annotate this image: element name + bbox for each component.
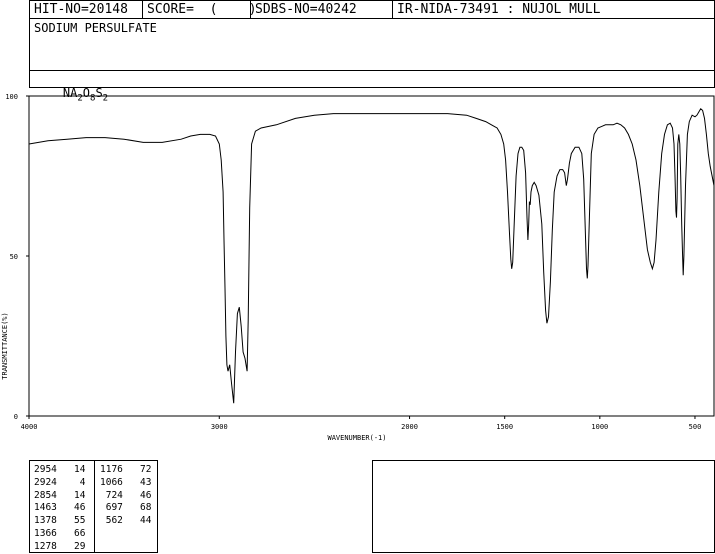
x-tick-label: 3000 bbox=[211, 423, 228, 431]
peak-transmittance: 29 bbox=[56, 540, 86, 552]
peak-row: 1278 29 bbox=[34, 541, 86, 554]
ir-code: IR-NIDA-73491 : NUJOL MULL bbox=[392, 1, 715, 18]
peak-row: 1176 72 bbox=[100, 464, 152, 477]
peak-column-1: 2954 14 2924 4 2854 14 1463 46 1378 55 1366 6… bbox=[34, 464, 86, 554]
peak-transmittance: 46 bbox=[122, 489, 152, 501]
peak-row: 2954 14 bbox=[34, 464, 86, 477]
formula-element-3: S bbox=[95, 86, 103, 100]
peak-row: 1378 55 bbox=[34, 515, 86, 528]
x-tick-label: 2000 bbox=[401, 423, 418, 431]
peak-transmittance: 55 bbox=[56, 515, 86, 527]
x-tick-label: 1500 bbox=[496, 423, 513, 431]
peak-wavenumber: 1278 bbox=[34, 540, 57, 552]
sdbs-number: SDBS-NO=40242 bbox=[250, 1, 392, 18]
x-tick-label: 1000 bbox=[591, 423, 608, 431]
peak-wavenumber: 1176 bbox=[100, 464, 123, 475]
x-axis-ticks: 4000 3000 2000 1500 1000 500 bbox=[21, 416, 702, 431]
y-tick-label: 50 bbox=[10, 253, 18, 261]
peak-transmittance: 68 bbox=[122, 502, 152, 514]
formula-count-3: 2 bbox=[102, 93, 109, 104]
peak-table-divider bbox=[94, 461, 95, 552]
peak-transmittance: 43 bbox=[122, 476, 152, 488]
peak-wavenumber: 697 bbox=[100, 502, 123, 514]
score: SCORE= ( ) bbox=[142, 1, 257, 18]
y-tick-label: 0 bbox=[14, 413, 18, 421]
peak-wavenumber: 2854 bbox=[34, 489, 57, 501]
header-divider bbox=[30, 18, 714, 19]
x-tick-label: 4000 bbox=[21, 423, 38, 431]
peak-wavenumber: 562 bbox=[100, 515, 123, 527]
peak-row: 1066 43 bbox=[100, 477, 152, 490]
formula-element-2: O bbox=[82, 86, 91, 100]
peak-transmittance: 4 bbox=[56, 476, 86, 488]
formula-divider bbox=[30, 70, 714, 71]
peak-transmittance: 72 bbox=[122, 464, 152, 475]
peak-row: 697 68 bbox=[100, 502, 152, 515]
formula-count-2: 8 bbox=[90, 93, 96, 104]
hit-number: HIT-NO=20148 bbox=[34, 2, 128, 17]
structure-box bbox=[372, 460, 715, 553]
peak-column-2: 1176 72 1066 43 724 46 697 68 562 44 bbox=[100, 464, 152, 528]
peak-transmittance: 14 bbox=[56, 489, 86, 501]
peak-row: 1463 46 bbox=[34, 502, 86, 515]
peak-row: 724 46 bbox=[100, 490, 152, 503]
peak-row: 1366 66 bbox=[34, 528, 86, 541]
peak-wavenumber: 1378 bbox=[34, 515, 57, 527]
peak-transmittance: 14 bbox=[56, 464, 86, 475]
peak-transmittance: 46 bbox=[56, 502, 86, 514]
y-axis-label: TRANSMITTANCE(%) bbox=[1, 312, 9, 379]
plot-frame bbox=[28, 95, 715, 417]
x-tick-label: 500 bbox=[689, 423, 702, 431]
peak-wavenumber: 1366 bbox=[34, 527, 57, 539]
info-panel: HIT-NO=20148 SCORE= ( ) SDBS-NO=40242 IR… bbox=[29, 0, 715, 103]
y-tick-label: 100 bbox=[5, 93, 18, 101]
x-axis-label: WAVENUMBER(-1) bbox=[327, 434, 386, 442]
peak-row: 2924 4 bbox=[34, 477, 86, 490]
peak-wavenumber: 2954 bbox=[34, 464, 57, 475]
formula-count-1: 2 bbox=[77, 93, 83, 104]
peak-transmittance: 44 bbox=[122, 515, 152, 527]
peak-row: 562 44 bbox=[100, 515, 152, 528]
peak-wavenumber: 2924 bbox=[34, 476, 57, 488]
peak-wavenumber: 1066 bbox=[100, 476, 123, 488]
compound-name: SODIUM PERSULFATE bbox=[34, 21, 157, 35]
peak-row: 2854 14 bbox=[34, 490, 86, 503]
peak-table: 2954 14 2924 4 2854 14 1463 46 1378 55 1366 6… bbox=[29, 460, 158, 553]
peak-wavenumber: 1463 bbox=[34, 502, 57, 514]
peak-wavenumber: 724 bbox=[100, 489, 123, 501]
peak-transmittance: 66 bbox=[56, 527, 86, 539]
ir-spectrum-chart: 0 50 100 4000 3000 2000 1500 1000 500 WAVENUMBE… bbox=[1, 93, 715, 442]
transmittance-series-line bbox=[28, 108, 715, 404]
